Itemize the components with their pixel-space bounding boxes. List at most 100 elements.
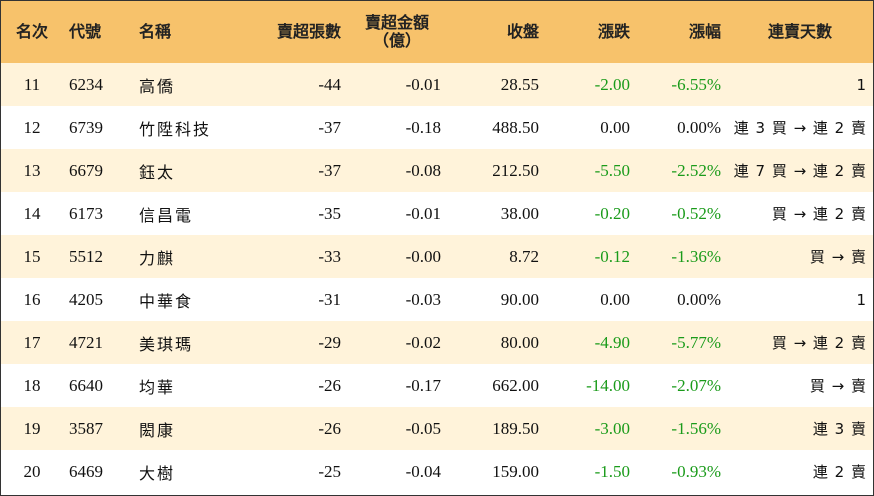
cell-net-sell-amount: -0.01 [405,203,441,223]
table-row: 13 6679 鈺太 -37 -0.08 212.50 -5.50 -2.52% 連 7 買 →… [1,149,873,192]
cell-streak: 連 3 買 → 連 2 賣 [733,119,867,137]
header-row: 名次 代號 名稱 賣超張數 賣超金額 （億） 收盤 漲跌 漲幅 連賣天數 [1,1,873,63]
cell-change: -0.12 [545,235,636,278]
table-row: 20 6469 大樹 -25 -0.04 159.00 -1.50 -0.93% 連 2 賣 [1,450,873,493]
cell-change-pct: -1.36% [636,235,727,278]
cell-code: 6679 [63,149,133,192]
cell-code: 3587 [63,407,133,450]
cell-code: 6234 [63,63,133,106]
header-net-sell-amount-line1: 賣超金額 [364,13,429,32]
cell-change: -5.50 [545,149,636,192]
cell-streak: 連 7 買 → 連 2 賣 [727,149,873,192]
cell-close: 488.50 [492,117,539,137]
cell-streak: 買 → 賣 [727,235,873,278]
cell-net-sell-amount: -0.05 [347,407,447,450]
cell-change-pct: -2.07% [671,375,721,395]
cell-code: 5512 [63,235,133,278]
header-net-sell-lots: 賣超張數 [243,1,347,63]
cell-name: 鈺太 [133,149,243,192]
cell-net-sell-lots: -44 [243,63,347,106]
table-row: 16 4205 中華食 -31 -0.03 90.00 0.00 0.00% 1 [1,278,873,321]
cell-code: 4721 [63,321,133,364]
cell-change: -2.00 [545,63,636,106]
cell-streak: 買 → 連 2 賣 [727,321,873,364]
header-net-sell-amount-line2: （億） [372,31,421,50]
cell-net-sell-amount: -0.04 [405,461,441,481]
cell-close: 159.00 [492,461,539,481]
cell-streak: 買 → 連 2 賣 [771,205,867,223]
header-close: 收盤 [447,1,545,63]
cell-streak: 連 2 賣 [812,463,867,481]
header-code: 代號 [63,1,133,63]
cell-net-sell-lots: -37 [243,149,347,192]
cell-change: 0.00 [600,289,630,309]
cell-name: 力麒 [133,235,243,278]
cell-name: 大樹 [139,463,176,483]
cell-code: 4205 [69,289,103,309]
cell-close: 28.55 [447,63,545,106]
cell-net-sell-amount: -0.18 [405,117,441,137]
cell-rank: 20 [23,461,41,481]
cell-change: 0.00 [600,117,630,137]
cell-net-sell-amount: -0.03 [405,289,441,309]
header-change: 漲跌 [545,1,636,63]
cell-close: 189.50 [447,407,545,450]
cell-rank: 15 [1,235,63,278]
cell-streak: 1 [727,63,873,106]
cell-change: -4.90 [545,321,636,364]
cell-code: 6173 [69,203,103,223]
cell-rank: 13 [1,149,63,192]
cell-net-sell-lots: -26 [318,375,341,395]
cell-net-sell-lots: -26 [243,407,347,450]
cell-change-pct: 0.00% [677,289,721,309]
cell-net-sell-amount: -0.08 [347,149,447,192]
cell-change-pct: -0.93% [671,461,721,481]
table-row: 17 4721 美琪瑪 -29 -0.02 80.00 -4.90 -5.77% 買 → 連 2… [1,321,873,364]
cell-name: 中華食 [139,291,194,311]
cell-net-sell-amount: -0.02 [347,321,447,364]
cell-close: 662.00 [492,375,539,395]
table-row: 18 6640 均華 -26 -0.17 662.00 -14.00 -2.07% 買 → 賣 [1,364,873,407]
cell-rank: 11 [1,63,63,106]
cell-close: 90.00 [500,289,539,309]
cell-name: 均華 [139,377,176,397]
cell-net-sell-lots: -35 [318,203,341,223]
table-row: 11 6234 高僑 -44 -0.01 28.55 -2.00 -6.55% 1 [1,63,873,106]
header-rank: 名次 [1,1,63,63]
cell-name: 竹陞科技 [139,119,212,139]
cell-rank: 12 [23,117,41,137]
cell-net-sell-lots: -33 [243,235,347,278]
cell-rank: 18 [23,375,41,395]
cell-change-pct: -1.56% [636,407,727,450]
cell-rank: 16 [23,289,41,309]
cell-net-sell-amount: -0.01 [347,63,447,106]
cell-code: 6739 [69,117,103,137]
cell-close: 38.00 [500,203,539,223]
header-change-pct: 漲幅 [636,1,727,63]
cell-close: 80.00 [447,321,545,364]
cell-streak: 1 [856,290,867,309]
table-row: 12 6739 竹陞科技 -37 -0.18 488.50 0.00 0.00% 連 3 買 →… [1,106,873,149]
cell-change: -14.00 [586,375,630,395]
cell-net-sell-lots: -37 [318,117,341,137]
cell-close: 212.50 [447,149,545,192]
table-row: 15 5512 力麒 -33 -0.00 8.72 -0.12 -1.36% 買 → 賣 [1,235,873,278]
cell-change: -0.20 [594,203,630,223]
cell-streak: 連 3 賣 [727,407,873,450]
cell-change: -3.00 [545,407,636,450]
table-body: 11 6234 高僑 -44 -0.01 28.55 -2.00 -6.55% 1 12 6739 竹… [1,63,873,493]
cell-change: -1.50 [594,461,630,481]
cell-code: 6469 [69,461,103,481]
cell-change-pct: 0.00% [677,117,721,137]
cell-name: 閎康 [133,407,243,450]
cell-name: 高僑 [133,63,243,106]
cell-rank: 19 [1,407,63,450]
cell-change-pct: -5.77% [636,321,727,364]
cell-rank: 14 [23,203,41,223]
header-net-sell-amount: 賣超金額 （億） [347,1,447,63]
cell-net-sell-lots: -31 [318,289,341,309]
cell-change-pct: -6.55% [636,63,727,106]
cell-net-sell-lots: -25 [318,461,341,481]
cell-name: 信昌電 [139,205,194,225]
